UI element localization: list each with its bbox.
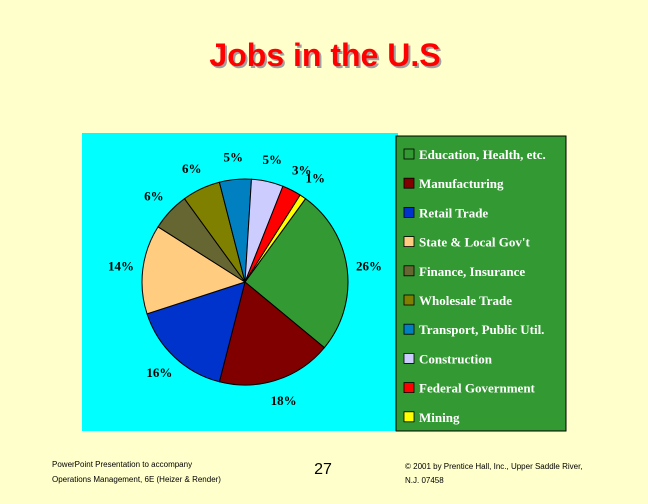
data-label: 6% <box>144 188 164 203</box>
data-label: 6% <box>182 161 202 176</box>
legend-label: Manufacturing <box>419 176 504 191</box>
legend-swatch <box>403 382 415 394</box>
chart-title: Jobs in the U.S <box>209 37 440 73</box>
data-label: 14% <box>108 258 134 273</box>
data-label: 16% <box>146 365 172 380</box>
legend-swatch <box>403 206 415 218</box>
pie-slice <box>218 281 326 386</box>
legend-label: Construction <box>419 351 493 366</box>
legend-swatch <box>403 411 415 423</box>
data-label: 18% <box>271 393 297 408</box>
legend-swatch <box>403 323 415 335</box>
legend-swatch <box>403 236 415 248</box>
footer-left: Operations Management, 6E (Heizer & Rend… <box>52 475 221 484</box>
legend-label: Transport, Public Util. <box>419 322 544 337</box>
data-label: 3% <box>292 163 312 178</box>
legend-label: Education, Health, etc. <box>419 147 546 162</box>
pie-slice <box>141 226 247 315</box>
legend-swatch <box>403 294 415 306</box>
pie-slice <box>244 194 307 283</box>
legend-label: Finance, Insurance <box>419 264 525 279</box>
legend-label: Retail Trade <box>419 205 488 220</box>
legend-label: State & Local Gov't <box>419 235 531 250</box>
legend-swatch <box>403 352 415 364</box>
page-number: 27 <box>314 461 332 478</box>
data-label: 5% <box>223 150 243 165</box>
legend-swatch <box>403 265 415 277</box>
chart-title-shadow: Jobs in the U.S <box>211 39 442 75</box>
legend-swatch <box>403 177 415 189</box>
footer-right: N.J. 07458 <box>405 476 444 485</box>
legend-swatch <box>403 148 415 160</box>
data-label: 1% <box>306 171 326 186</box>
footer-left: PowerPoint Presentation to accompany <box>52 460 192 469</box>
footer-right: © 2001 by Prentice Hall, Inc., Upper Sad… <box>405 462 583 471</box>
legend-box <box>395 135 567 432</box>
legend-label: Wholesale Trade <box>419 293 512 308</box>
data-label: 26% <box>356 258 382 273</box>
legend-label: Mining <box>419 410 460 425</box>
data-label: 5% <box>263 152 283 167</box>
pie-slice <box>244 197 349 349</box>
legend-label: Federal Government <box>419 381 536 396</box>
pie-slice <box>146 281 246 383</box>
